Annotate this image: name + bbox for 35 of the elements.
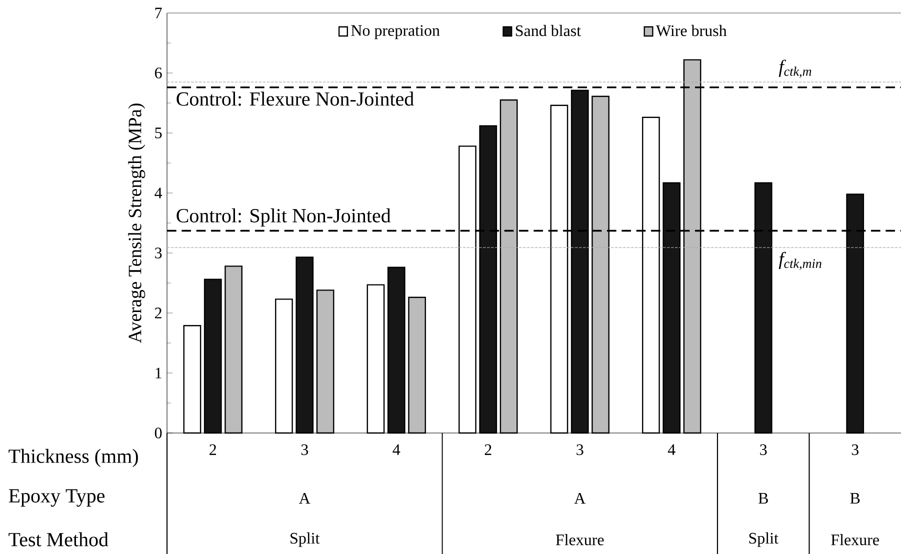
text: B [850, 493, 860, 504]
legend-label: No prepration [351, 25, 440, 40]
text: Split [749, 532, 778, 547]
y-tick-label: 4 [154, 188, 162, 198]
x-tick-label: 3 [852, 444, 858, 456]
x-tick-label: 2 [484, 444, 492, 455]
ref-line-label: f$_{ctk,m}$ [778, 60, 812, 78]
legend-label: Sand blast [516, 24, 581, 36]
x-tick-label: 4 [392, 444, 400, 455]
x-tick-label: 3 [301, 444, 308, 456]
ref-line-label: Control: Flexure Non-Jointed [176, 92, 414, 106]
y-tick-label: 7 [155, 8, 162, 18]
y-tick-label: 2 [155, 308, 162, 318]
text: B [758, 493, 768, 504]
y-tick-label: 5 [155, 128, 162, 138]
y-axis-title: Average Tensile Strength (MPa) [128, 104, 146, 344]
text: Thickness (mm) [8, 448, 138, 468]
text: Split [290, 532, 320, 547]
x-tick-label: 2 [210, 444, 216, 455]
text: A [298, 493, 310, 504]
y-tick-label: 0 [154, 428, 162, 438]
text: Test Method [8, 532, 108, 546]
x-tick-label: 4 [668, 444, 676, 455]
ref-line-label: Control: Split Non-Jointed [176, 208, 391, 227]
y-tick-label: 6 [154, 68, 162, 78]
x-tick-label: 3 [576, 444, 584, 456]
text: Epoxy Type [8, 489, 105, 507]
ref-line-label: f$_{ctk,min}$ [778, 252, 822, 270]
text: A [574, 493, 586, 504]
y-tick-label: 1 [156, 368, 162, 378]
text: Flexure [556, 534, 604, 546]
text: Flexure [831, 534, 879, 546]
x-tick-label: 3 [760, 444, 767, 456]
legend-label: Wire brush [656, 24, 727, 36]
y-tick-label: 3 [155, 248, 162, 258]
